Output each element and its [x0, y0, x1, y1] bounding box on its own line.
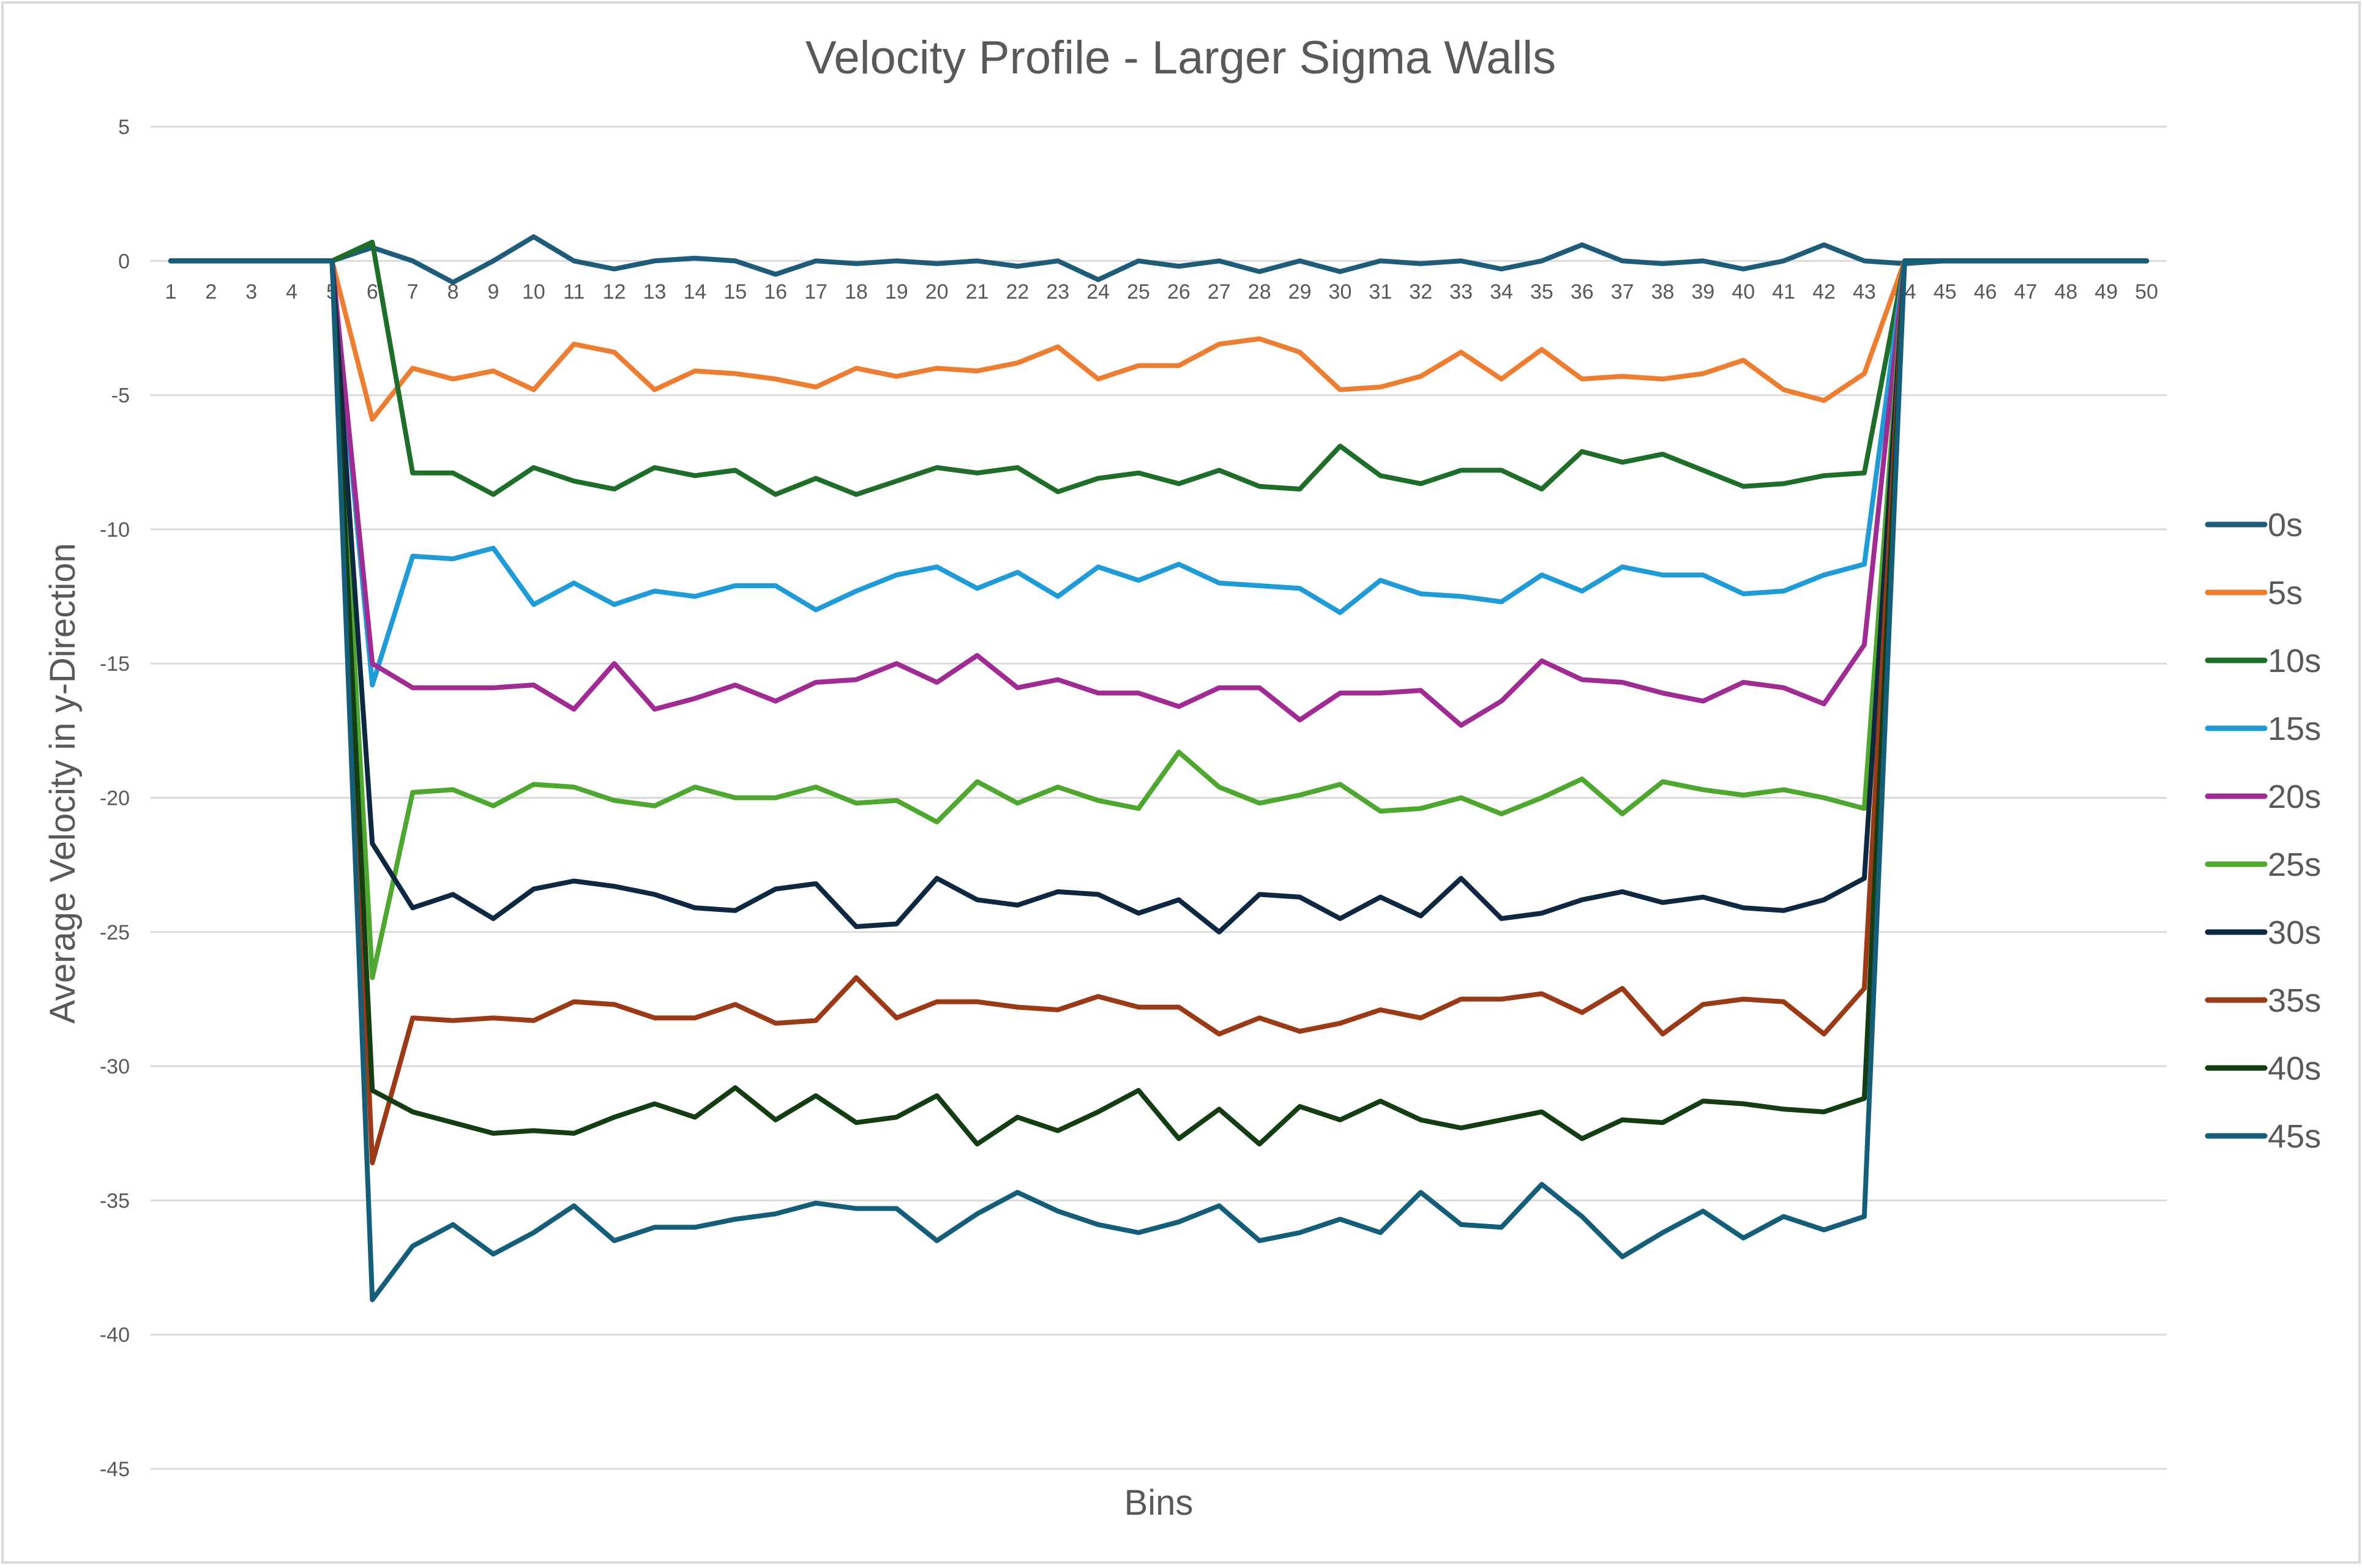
- series-line-35s: [168, 258, 2150, 1165]
- x-tick-label: 7: [407, 280, 419, 304]
- x-tick-label: 1: [165, 280, 176, 304]
- legend-item-25s: 25s: [2205, 846, 2321, 883]
- x-tick-label: 11: [563, 280, 585, 304]
- x-tick-label: 17: [804, 280, 828, 304]
- x-tick-label: 9: [488, 280, 499, 304]
- x-axis-tick-labels: 1 2 3 4 5 6 7 8 9 10 11 12 13 14 15 16 17 18 19 20 21 22 23 24 2…: [165, 280, 2158, 304]
- legend-item-20s: 20s: [2205, 778, 2321, 815]
- x-tick-label: 46: [1974, 280, 1997, 304]
- legend-item-40s: 40s: [2205, 1050, 2321, 1087]
- x-tick-label: 27: [1208, 280, 1231, 304]
- y-tick-label: -45: [100, 1458, 130, 1481]
- legend-item-10s: 10s: [2205, 643, 2321, 679]
- y-tick-label: -10: [100, 518, 130, 542]
- x-tick-label: 34: [1490, 280, 1513, 304]
- x-tick-label: 40: [1732, 280, 1755, 304]
- x-tick-label: 24: [1086, 280, 1110, 304]
- x-tick-label: 8: [447, 280, 459, 304]
- x-axis-title: Bins: [1124, 1483, 1194, 1523]
- x-tick-label: 41: [1772, 280, 1795, 304]
- x-tick-label: 25: [1127, 280, 1150, 304]
- series-line-45s: [168, 258, 2150, 1302]
- legend-label: 40s: [2268, 1050, 2321, 1087]
- x-tick-label: 38: [1651, 280, 1675, 304]
- series-line-0s: [168, 234, 2150, 285]
- x-tick-label: 16: [764, 280, 787, 304]
- x-tick-label: 49: [2095, 280, 2118, 304]
- x-tick-label: 2: [205, 280, 217, 304]
- x-tick-label: 48: [2054, 280, 2077, 304]
- x-tick-label: 22: [1006, 280, 1030, 304]
- y-tick-label: 5: [118, 116, 130, 139]
- legend: 0s 5s 10s 15s 20s 25s 30s 35s 40s 45s: [2205, 507, 2321, 1155]
- x-tick-label: 13: [643, 280, 667, 304]
- legend-label: 25s: [2268, 846, 2321, 883]
- legend-label: 20s: [2268, 778, 2321, 815]
- y-tick-label: -35: [100, 1189, 130, 1212]
- x-tick-label: 39: [1691, 280, 1714, 304]
- x-tick-label: 3: [245, 280, 257, 304]
- x-tick-label: 10: [522, 280, 545, 304]
- y-tick-label: -25: [100, 921, 130, 944]
- x-tick-label: 35: [1530, 280, 1553, 304]
- legend-item-0s: 0s: [2205, 507, 2303, 543]
- x-tick-label: 29: [1288, 280, 1312, 304]
- x-tick-label: 23: [1046, 280, 1069, 304]
- x-tick-label: 15: [723, 280, 747, 304]
- x-tick-label: 20: [925, 280, 949, 304]
- y-tick-label: -40: [100, 1324, 130, 1347]
- x-tick-label: 33: [1449, 280, 1473, 304]
- y-tick-label: -30: [100, 1055, 130, 1078]
- y-tick-label: -5: [111, 384, 130, 408]
- legend-label: 15s: [2268, 711, 2321, 747]
- x-tick-label: 19: [885, 280, 908, 304]
- legend-label: 45s: [2268, 1118, 2321, 1155]
- series-line-30s: [168, 258, 2150, 935]
- x-tick-label: 4: [286, 280, 297, 304]
- x-tick-label: 21: [966, 280, 989, 304]
- legend-item-15s: 15s: [2205, 711, 2321, 747]
- x-tick-label: 18: [845, 280, 868, 304]
- chart-title: Velocity Profile - Larger Sigma Walls: [805, 32, 1556, 84]
- y-axis-title: Average Velocity in y-Direction: [43, 543, 83, 1024]
- y-axis-tick-labels: 5 0 -5 -10 -15 -20 -25 -30 -35 -40 -45: [100, 116, 130, 1481]
- legend-label: 5s: [2268, 575, 2303, 611]
- legend-item-5s: 5s: [2205, 575, 2303, 611]
- series-lines: [168, 234, 2150, 1302]
- series-line-25s: [168, 258, 2150, 980]
- legend-label: 10s: [2268, 643, 2321, 679]
- legend-item-30s: 30s: [2205, 914, 2321, 951]
- x-tick-label: 14: [683, 280, 706, 304]
- x-tick-label: 45: [1934, 280, 1957, 304]
- y-tick-label: 0: [118, 250, 130, 273]
- legend-item-45s: 45s: [2205, 1118, 2321, 1155]
- series-line-15s: [168, 258, 2150, 688]
- y-tick-label: -15: [100, 652, 130, 676]
- x-tick-label: 6: [367, 280, 378, 304]
- series-line-40s: [168, 258, 2150, 1147]
- x-tick-label: 43: [1853, 280, 1876, 304]
- x-tick-label: 36: [1571, 280, 1594, 304]
- x-tick-label: 31: [1369, 280, 1392, 304]
- series-line-5s: [168, 258, 2150, 422]
- x-tick-label: 32: [1409, 280, 1432, 304]
- legend-item-35s: 35s: [2205, 982, 2321, 1019]
- x-tick-label: 50: [2135, 280, 2158, 304]
- y-tick-label: -20: [100, 787, 130, 810]
- x-tick-label: 30: [1329, 280, 1352, 304]
- x-tick-label: 42: [1812, 280, 1836, 304]
- x-tick-label: 37: [1611, 280, 1634, 304]
- x-tick-label: 47: [2014, 280, 2038, 304]
- legend-label: 35s: [2268, 982, 2321, 1019]
- x-tick-label: 12: [603, 280, 626, 304]
- series-line-10s: [168, 239, 2150, 497]
- series-line-20s: [168, 258, 2150, 728]
- legend-label: 30s: [2268, 914, 2321, 951]
- x-tick-label: 28: [1248, 280, 1271, 304]
- x-tick-label: 26: [1167, 280, 1190, 304]
- legend-label: 0s: [2268, 507, 2303, 543]
